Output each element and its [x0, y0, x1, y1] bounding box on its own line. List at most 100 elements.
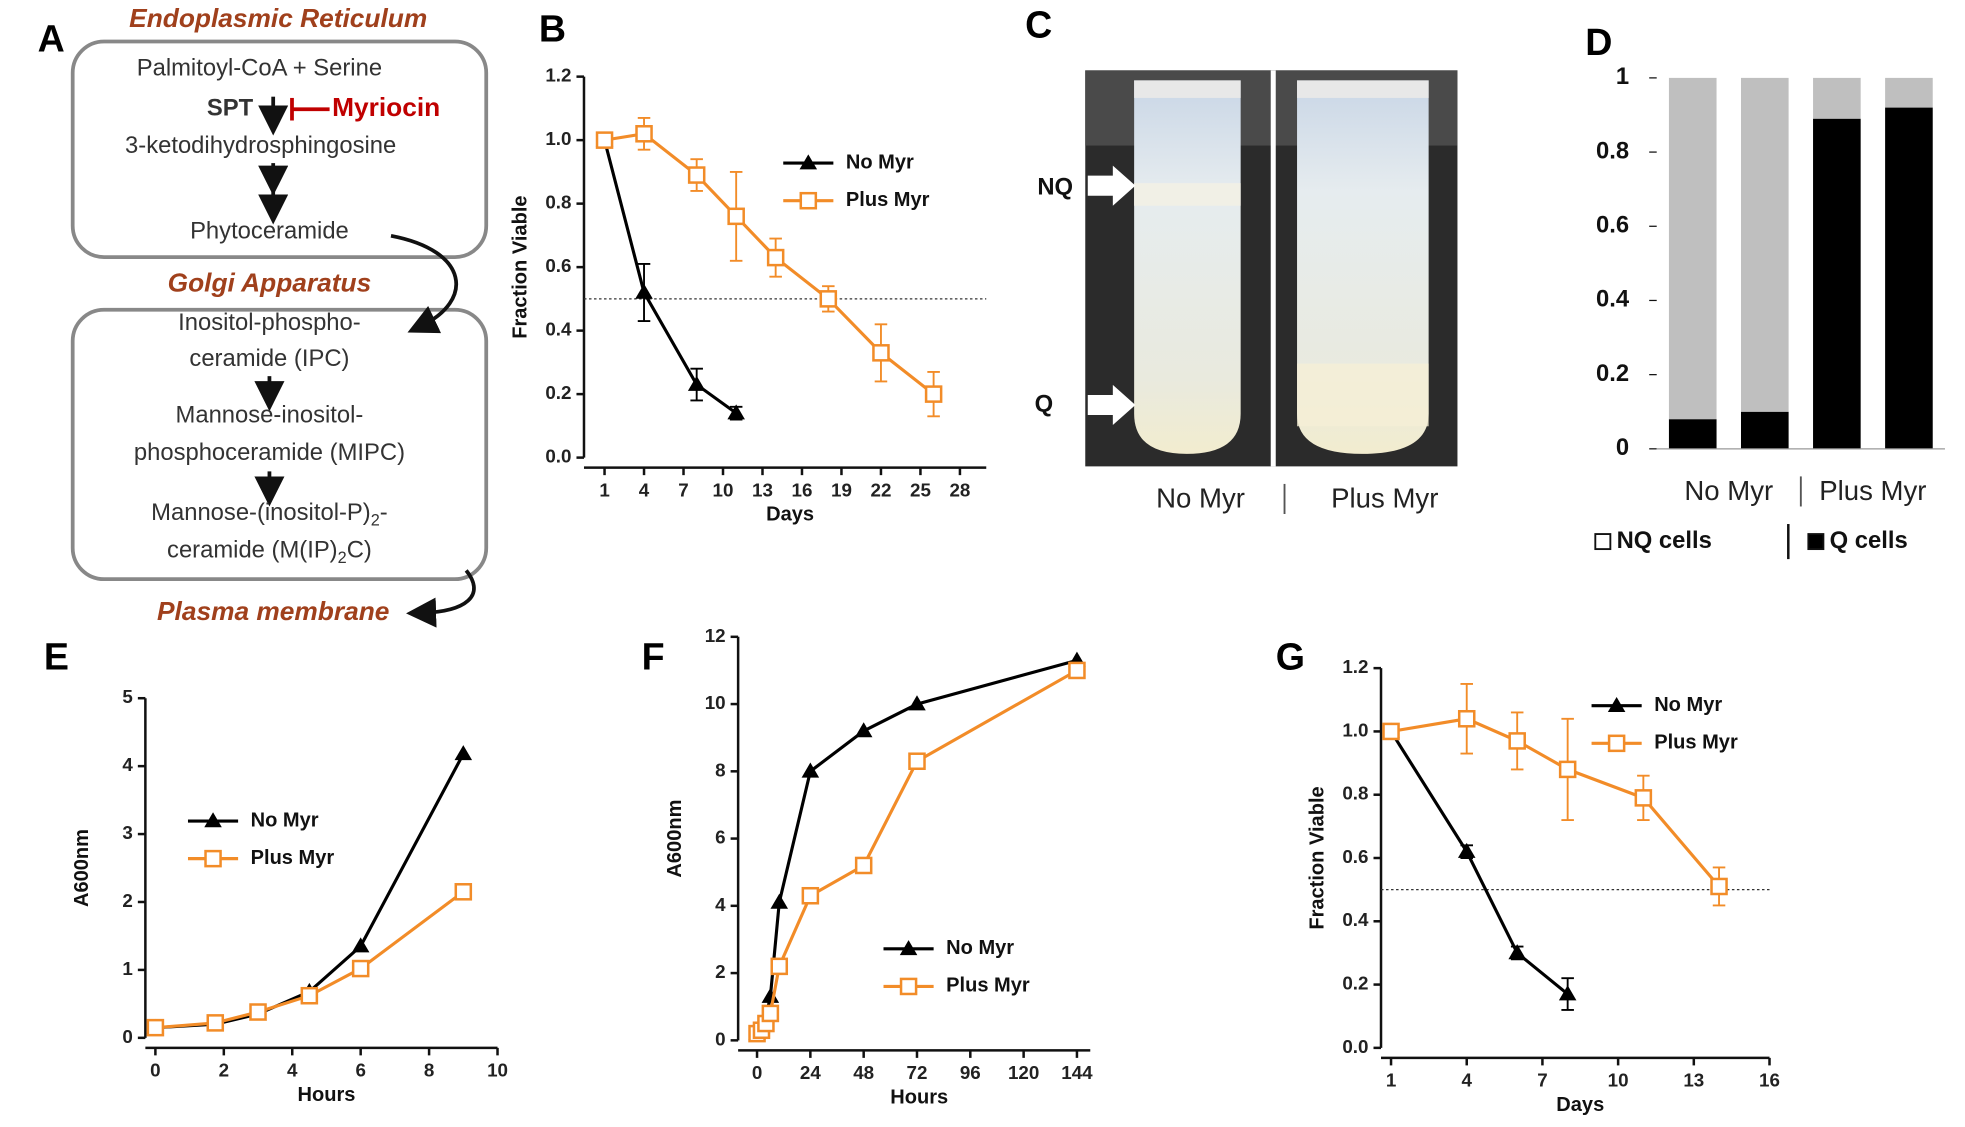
panel-label: F	[642, 635, 665, 677]
marker-square	[801, 886, 820, 905]
arrow	[406, 569, 476, 628]
marker-square	[206, 1014, 225, 1032]
series-line	[1389, 730, 1569, 996]
legend-marker	[799, 154, 818, 170]
golgi-box	[70, 307, 489, 582]
er-box	[70, 39, 489, 259]
marker-square	[249, 1003, 267, 1021]
y-tick-label: 3	[122, 822, 132, 843]
x-tick-label: 4	[639, 479, 650, 500]
marker-square	[635, 125, 653, 143]
series-line	[155, 890, 465, 1030]
group-label: Plus Myr	[1819, 475, 1926, 506]
y-tick-label: 0	[122, 1026, 132, 1047]
legend-label: No Myr	[251, 809, 319, 831]
y-tick-label: 5	[122, 686, 132, 707]
band	[1134, 183, 1241, 206]
legend-marker	[899, 977, 918, 996]
y-tick-label: 0	[1616, 434, 1629, 461]
legend-marker	[1607, 734, 1626, 753]
legend-swatch	[1594, 533, 1612, 551]
step: 3-ketodihydrosphingosine	[125, 132, 396, 159]
marker-square	[595, 131, 614, 149]
arrow	[1087, 384, 1136, 426]
x-tick-label: 19	[831, 479, 852, 500]
y-tick-label: 0.0	[1342, 1036, 1368, 1057]
bar-segment	[1740, 411, 1789, 449]
legend-marker	[799, 191, 818, 210]
panel-label: C	[1025, 4, 1052, 46]
panel-label: D	[1585, 21, 1612, 63]
marker-square	[300, 986, 319, 1005]
y-tick-label: 1.0	[1342, 719, 1368, 740]
marker-square	[766, 248, 785, 267]
x-tick-label: 2	[219, 1060, 229, 1081]
marker-triangle	[1508, 944, 1526, 960]
marker-square	[1068, 661, 1086, 680]
marker-square	[924, 385, 943, 403]
bar-segment	[1885, 77, 1933, 108]
marker-triangle	[1558, 985, 1577, 1001]
marker-square	[1382, 722, 1400, 741]
legend-label: Plus Myr	[846, 189, 930, 211]
x-tick-label: 24	[800, 1062, 821, 1083]
x-tick-label: 10	[713, 479, 734, 500]
x-tick-label: 72	[907, 1062, 928, 1083]
legend-label: Plus Myr	[946, 975, 1030, 997]
legend-label: No Myr	[1654, 694, 1722, 716]
marker-square	[1710, 877, 1728, 896]
y-tick-label: 6	[715, 827, 725, 848]
legend-label: No Myr	[946, 937, 1014, 959]
x-tick-label: 1	[1386, 1070, 1396, 1091]
x-axis-label: Days	[766, 504, 814, 526]
marker-square	[854, 856, 873, 875]
marker-triangle	[351, 937, 370, 953]
marker-square	[872, 344, 890, 362]
marker-triangle	[454, 745, 473, 761]
y-axis-label: A600nm	[664, 800, 686, 878]
step: Inositol-phospho-	[178, 309, 361, 336]
marker-square	[351, 959, 370, 978]
x-tick-label: 10	[1608, 1070, 1629, 1091]
y-tick-label: 4	[715, 894, 726, 915]
step: Mannose-inositol-	[176, 402, 364, 429]
y-tick-label: 2	[715, 961, 725, 982]
panel-label: B	[539, 7, 566, 49]
bar-segment	[1668, 77, 1717, 420]
step: ceramide (IPC)	[189, 345, 349, 372]
band-label: NQ	[1037, 173, 1073, 200]
x-tick-label: 0	[150, 1060, 160, 1081]
marker-square	[761, 1004, 780, 1023]
y-axis-label: Fraction Viable	[510, 195, 532, 338]
y-tick-label: 4	[122, 754, 133, 775]
step-part: -	[380, 499, 388, 526]
y-tick-label: 1	[1616, 63, 1629, 90]
y-tick-label: 0.4	[1342, 909, 1369, 930]
step: ceramide (M(IP)2C)	[167, 537, 372, 568]
y-tick-label: 0.8	[1342, 783, 1368, 804]
marker-square	[687, 166, 706, 184]
marker-square	[1508, 732, 1526, 750]
step: Phytoceramide	[190, 217, 349, 244]
y-tick-label: 1.2	[1342, 656, 1368, 677]
x-tick-label: 144	[1061, 1062, 1093, 1083]
x-tick-label: 0	[752, 1062, 762, 1083]
marker-triangle	[727, 404, 745, 420]
marker-square	[1634, 789, 1653, 807]
x-tick-label: 10	[487, 1060, 508, 1081]
compartment: Endoplasmic Reticulum	[129, 3, 427, 33]
x-tick-label: 13	[1683, 1070, 1704, 1091]
x-tick-label: 48	[853, 1062, 874, 1083]
marker-triangle	[854, 722, 873, 738]
legend-label: No Myr	[846, 151, 914, 173]
marker-triangle	[687, 375, 706, 391]
x-tick-label: 4	[287, 1060, 298, 1081]
tube-label: No Myr	[1156, 482, 1245, 513]
x-tick-label: 13	[752, 479, 773, 500]
marker-square	[1457, 709, 1476, 728]
legend-marker	[899, 940, 918, 956]
y-tick-label: 1	[122, 958, 132, 979]
tube-photo: NQ Q No Myr Plus Myr	[1035, 70, 1458, 514]
x-tick-label: 22	[871, 479, 892, 500]
marker-square	[1558, 760, 1577, 779]
